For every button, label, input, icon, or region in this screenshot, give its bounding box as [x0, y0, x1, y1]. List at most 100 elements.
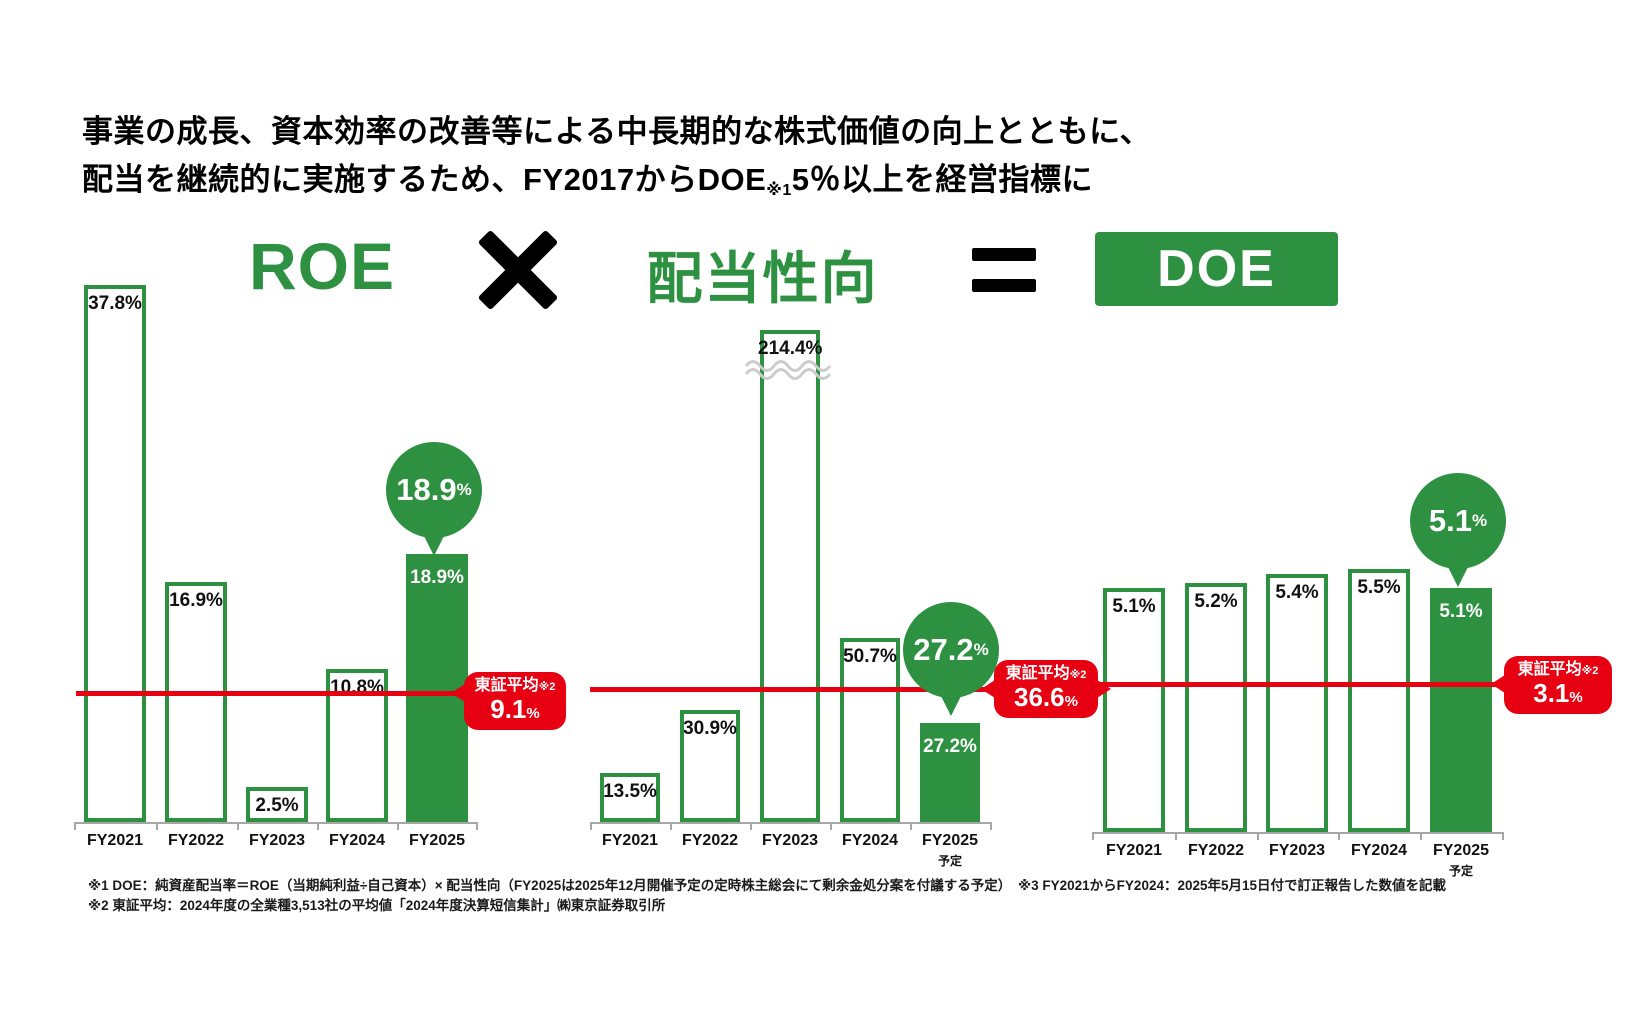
bar-roe-fy2023: 2.5% [246, 786, 308, 822]
bar-payout-ratio-fy2025: 27.2% [920, 723, 980, 822]
bar-value-label: 5.1% [1439, 601, 1483, 623]
bar-value-label: 13.5% [603, 780, 657, 802]
benchmark-label: 東証平均※2 [1005, 665, 1087, 683]
bubble-tail-right [1097, 680, 1111, 698]
x-axis-tick [990, 822, 992, 830]
category-label-fy2023: FY2023 [761, 832, 819, 849]
percent-unit: % [1064, 693, 1078, 711]
footnote-line-2: ※2 東証平均：2024年度の全業種3,513社の平均値「2024年度決算短信集… [88, 898, 666, 914]
bubble-tail-left [1491, 675, 1505, 693]
bar-value-label: 50.7% [843, 645, 897, 667]
x-axis-roe [74, 822, 476, 824]
page-title-line2: 配当を継続的に実施するため、FY2017からDOE※15％以上を経営指標に [82, 156, 1151, 204]
x-axis-tick [670, 822, 672, 830]
x-axis-tick [1256, 832, 1259, 840]
bar-doe-fy2022: 5.2% [1185, 583, 1247, 832]
balloon-tail [1445, 561, 1471, 587]
bar-roe-fy2022: 16.9% [165, 582, 227, 822]
x-axis-tick [74, 822, 76, 830]
benchmark-value: 3.1% [1533, 678, 1583, 709]
balloon-value: 27.2 [913, 632, 974, 667]
x-axis-tick [830, 822, 832, 830]
bar-payout-ratio-fy2024: 50.7% [840, 637, 900, 822]
x-axis-tick [317, 822, 319, 830]
percent-unit: % [973, 640, 989, 659]
percent-unit: % [1569, 689, 1583, 707]
x-axis-payout-ratio [590, 822, 990, 824]
bar-payout-ratio-fy2021: 13.5% [600, 772, 660, 822]
bar-value-label: 2.5% [255, 794, 299, 816]
x-axis-tick [476, 822, 478, 830]
benchmark-bubble-payout-ratio: 東証平均※2 36.6% [981, 660, 1111, 718]
formula-roe-label: ROE [248, 229, 396, 303]
footnote-line-1: ※1 DOE：純資産配当率＝ROE（当期純利益÷自己資本）× 配当性向（FY20… [88, 878, 1447, 893]
bar-value-label: 16.9% [169, 590, 223, 612]
x-axis-tick [1175, 832, 1177, 840]
category-label-fy2023: FY2023 [1268, 842, 1326, 859]
formula-payout-label: 配当性向 [646, 247, 879, 310]
bar-value-label: 5.5% [1357, 577, 1401, 599]
benchmark-line-payout-ratio [590, 687, 996, 692]
x-axis-tick [1338, 832, 1340, 840]
highlight-balloon-roe: 18.9% [386, 442, 482, 556]
balloon-value: 18.9 [396, 472, 457, 507]
bar-value-label: 18.9% [410, 566, 464, 588]
category-label-fy2021: FY2021 [601, 832, 659, 849]
benchmark-line-doe [1100, 682, 1502, 687]
bar-value-label: 5.2% [1194, 591, 1238, 613]
benchmark-label: 東証平均※2 [1517, 661, 1599, 679]
category-label-fy2021: FY2021 [1105, 842, 1163, 859]
benchmark-line-roe [76, 691, 464, 696]
category-label-fy2025: FY2025 [408, 832, 466, 849]
category-label-fy2022: FY2022 [681, 832, 739, 849]
bubble-tail-left [981, 680, 995, 698]
category-label-fy2025: FY2025 予定 [1432, 842, 1490, 878]
multiply-icon [474, 226, 562, 314]
balloon-tail [938, 690, 964, 716]
highlight-balloon-payout-ratio: 27.2% [903, 602, 999, 716]
formula-doe-label: DOE [1157, 240, 1276, 298]
highlight-balloon-doe: 5.1% [1410, 473, 1506, 587]
percent-unit: % [526, 705, 540, 723]
bar-value-label: 27.2% [923, 736, 977, 758]
benchmark-label: 東証平均※2 [474, 677, 556, 695]
category-label-fy2021: FY2021 [86, 832, 144, 849]
balloon-tail [421, 530, 447, 556]
category-sub-label: 予定 [937, 854, 963, 868]
x-axis-tick [236, 822, 239, 830]
footnotes: ※1 DOE：純資産配当率＝ROE（当期純利益÷自己資本）× 配当性向（FY20… [88, 876, 1446, 917]
category-label-fy2024: FY2024 [1350, 842, 1408, 859]
category-label-fy2022: FY2022 [1187, 842, 1245, 859]
bar-payout-ratio-fy2022: 30.9% [680, 709, 740, 822]
percent-unit: % [456, 480, 472, 499]
bar-payout-ratio-fy2023: 214.4% [758, 330, 823, 822]
percent-unit: % [1471, 511, 1488, 530]
bar-doe-fy2025: 5.1% [1430, 588, 1492, 832]
bar-doe-fy2024: 5.5% [1348, 569, 1410, 832]
page-title: 事業の成長、資本効率の改善等による中長期的な株式価値の向上とともに、 配当を継続… [82, 108, 1151, 204]
bubble-tail-left [451, 684, 465, 702]
x-axis-tick [590, 822, 592, 830]
benchmark-value: 9.1% [490, 694, 540, 725]
x-axis-tick [910, 822, 912, 830]
bar-roe-fy2021: 37.8% [84, 285, 146, 822]
x-axis-tick [155, 822, 158, 830]
x-axis-tick [1420, 832, 1422, 840]
bar-value-label: 5.4% [1275, 581, 1319, 603]
benchmark-bubble-doe: 東証平均※2 3.1% [1491, 656, 1612, 714]
bar-value-label: 37.8% [88, 293, 142, 315]
bar-doe-fy2021: 5.1% [1103, 588, 1165, 832]
x-axis-tick [750, 822, 752, 830]
bar-value-label: 214.4% [758, 338, 823, 359]
x-axis-doe [1092, 832, 1502, 834]
x-axis-tick [397, 822, 399, 830]
category-label-fy2022: FY2022 [167, 832, 225, 849]
x-axis-tick [1092, 832, 1094, 840]
benchmark-value: 36.6% [1014, 682, 1078, 713]
category-sub-label: 予定 [1448, 864, 1474, 878]
axis-break-wave-icon [744, 358, 836, 387]
balloon-value: 5.1 [1428, 503, 1472, 538]
x-axis-tick [1502, 832, 1504, 840]
page-title-line1: 事業の成長、資本効率の改善等による中長期的な株式価値の向上とともに、 [82, 114, 1152, 149]
